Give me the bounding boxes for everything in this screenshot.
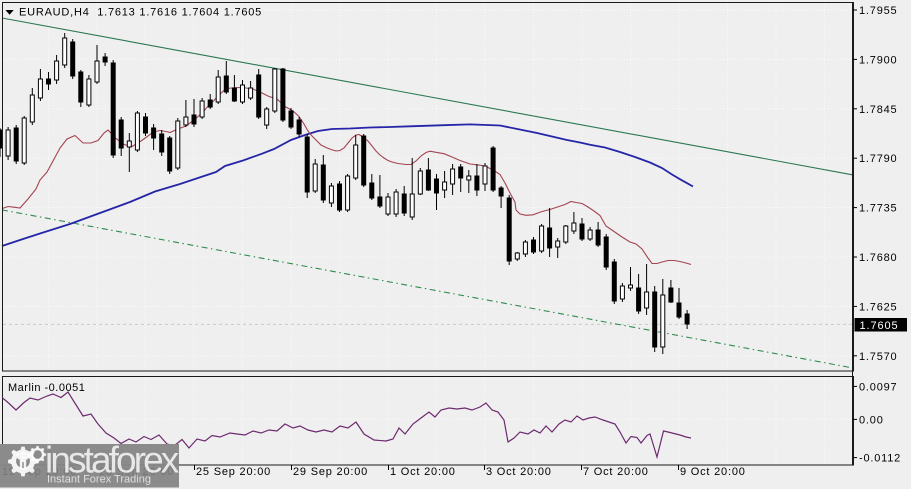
svg-text:29 Sep 20:00: 29 Sep 20:00 <box>293 466 368 478</box>
svg-text:Instant Forex Trading: Instant Forex Trading <box>47 474 151 486</box>
svg-text:Marlin -0.0051: Marlin -0.0051 <box>8 382 85 394</box>
svg-text:1.7790: 1.7790 <box>859 153 897 165</box>
svg-text:0.0097: 0.0097 <box>859 381 897 393</box>
svg-text:23 Sep 20:00: 23 Sep 20:00 <box>99 466 174 478</box>
svg-text:EURAUD,H4 1.7613 1.7616 1.760: EURAUD,H4 1.7613 1.7616 1.7604 1.7605 <box>19 7 262 19</box>
svg-text:1.7680: 1.7680 <box>859 252 897 264</box>
svg-text:1.7625: 1.7625 <box>859 301 897 313</box>
svg-text:-0.0112: -0.0112 <box>859 453 901 465</box>
svg-text:25 Sep 20:00: 25 Sep 20:00 <box>196 466 271 478</box>
svg-text:1.7955: 1.7955 <box>859 5 897 17</box>
svg-text:0.00: 0.00 <box>859 414 884 426</box>
svg-text:1.7735: 1.7735 <box>859 203 897 215</box>
svg-text:7 Oct 20:00: 7 Oct 20:00 <box>583 466 649 478</box>
svg-text:1.7845: 1.7845 <box>859 104 897 116</box>
svg-text:instaforex: instaforex <box>45 440 180 481</box>
svg-text:3 Oct 20:00: 3 Oct 20:00 <box>486 466 552 478</box>
svg-text:1.7605: 1.7605 <box>860 320 899 332</box>
svg-text:1.7570: 1.7570 <box>859 351 897 363</box>
svg-text:1 Oct 20:00: 1 Oct 20:00 <box>390 466 456 478</box>
svg-text:1.7900: 1.7900 <box>859 54 897 66</box>
svg-text:9 Oct 20:00: 9 Oct 20:00 <box>680 466 746 478</box>
